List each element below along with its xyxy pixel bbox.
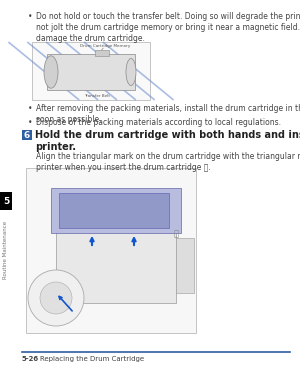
Bar (26, 168, 196, 333)
Text: Align the triangular mark on the drum cartridge with the triangular mark on the
: Align the triangular mark on the drum ca… (36, 152, 300, 172)
Bar (0, 192, 12, 210)
Text: Hold the drum cartridge with both hands and insert it in the
printer.: Hold the drum cartridge with both hands … (35, 130, 300, 152)
Text: After removing the packing materials, install the drum cartridge in the printer : After removing the packing materials, in… (36, 104, 300, 124)
Text: ⓘ: ⓘ (173, 229, 178, 238)
Bar (51, 188, 181, 233)
Ellipse shape (44, 56, 58, 88)
Text: Routine Maintenance: Routine Maintenance (4, 221, 8, 279)
Bar (22, 130, 32, 140)
Text: 6: 6 (24, 130, 30, 139)
Text: •: • (28, 118, 32, 127)
Bar (56, 228, 176, 303)
Text: Drum Cartridge Memory: Drum Cartridge Memory (80, 44, 130, 48)
Bar (176, 238, 194, 293)
Text: 5: 5 (3, 196, 9, 205)
Ellipse shape (126, 59, 136, 86)
Text: 5-26: 5-26 (22, 356, 39, 362)
Text: Replacing the Drum Cartridge: Replacing the Drum Cartridge (40, 356, 144, 362)
Bar (47, 54, 135, 90)
Text: •: • (28, 12, 32, 21)
Circle shape (28, 270, 84, 326)
Bar (59, 193, 169, 228)
Bar (32, 42, 150, 100)
Text: Dispose of the packing materials according to local regulations.: Dispose of the packing materials accordi… (36, 118, 281, 127)
Text: •: • (28, 104, 32, 113)
Text: Transfer Belt: Transfer Belt (84, 94, 110, 98)
Text: Do not hold or touch the transfer belt. Doing so will degrade the printing quali: Do not hold or touch the transfer belt. … (36, 12, 300, 43)
Bar (95, 50, 110, 56)
Circle shape (40, 282, 72, 314)
